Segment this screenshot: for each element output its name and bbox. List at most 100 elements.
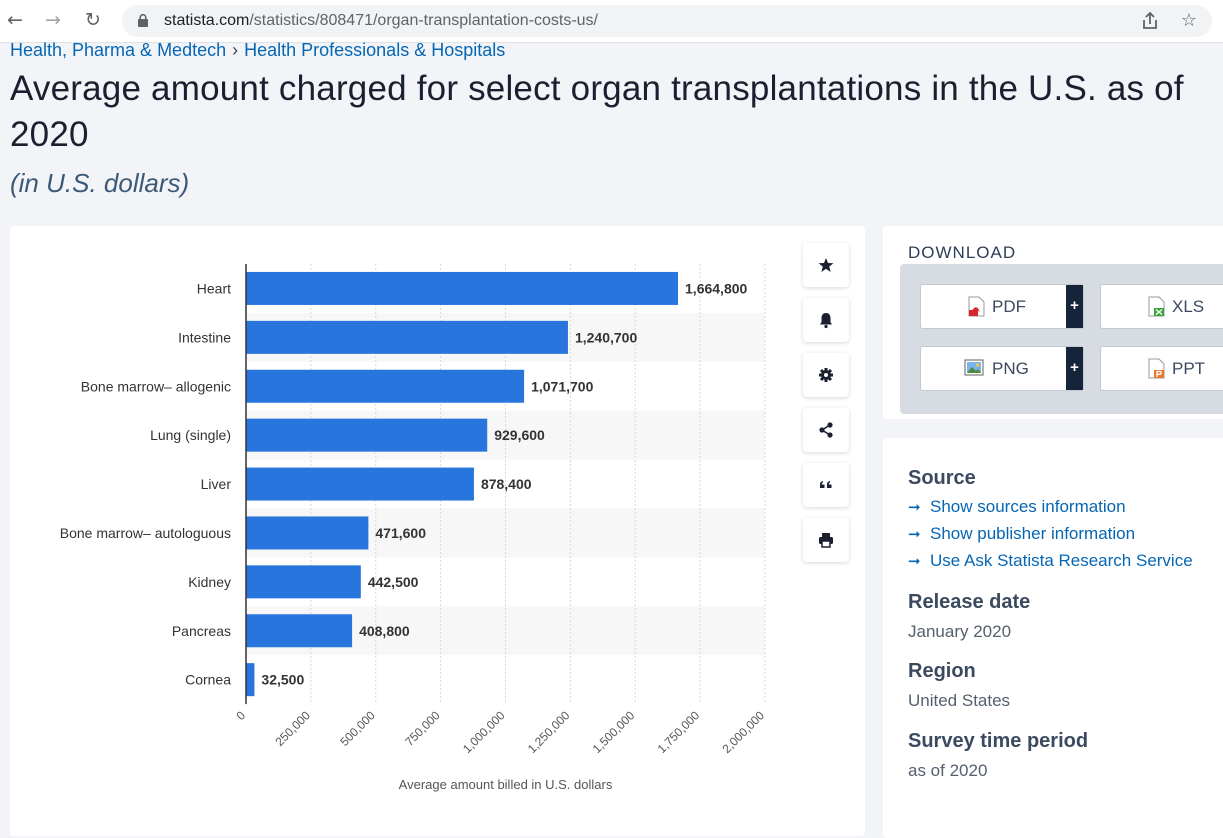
x-tick-label: 0 xyxy=(233,708,248,723)
bar xyxy=(246,467,474,501)
gear-icon xyxy=(819,368,833,382)
url-domain: statista.com xyxy=(164,12,250,29)
x-tick-label: 1,500,000 xyxy=(590,708,638,756)
bar-chart: 0 250,000 500,000 750,000 1,000,000 1,250,000… xyxy=(60,264,767,792)
value-label: 442,500 xyxy=(368,574,419,590)
survey-period-value: as of 2020 xyxy=(908,761,988,780)
print-icon xyxy=(819,533,833,548)
url-text[interactable]: statista.com/statistics/808471/organ-tra… xyxy=(164,12,598,30)
value-label: 929,600 xyxy=(494,427,545,443)
favorite-button[interactable] xyxy=(803,243,849,287)
x-tick-label: 750,000 xyxy=(402,708,443,749)
download-xls-button[interactable]: XLS xyxy=(1100,284,1223,329)
category-label: Bone marrow– allogenic xyxy=(81,378,231,394)
region-heading: Region xyxy=(908,660,976,682)
breadcrumb-item-health-professionals[interactable]: Health Professionals & Hospitals xyxy=(244,40,506,60)
show-sources-link[interactable]: ➞ Show sources information xyxy=(908,497,1126,517)
page-subtitle: (in U.S. dollars) xyxy=(10,168,190,198)
address-bar[interactable]: statista.com/statistics/808471/organ-tra… xyxy=(122,5,1212,37)
download-pdf-button[interactable]: PDF + xyxy=(920,284,1084,329)
bookmark-star-icon[interactable]: ☆ xyxy=(1180,10,1198,31)
bar xyxy=(246,418,488,452)
download-panel: PDF + XLS PNG + xyxy=(900,264,1223,414)
info-card: Source ➞ Show sources information ➞ Show p… xyxy=(883,438,1223,838)
bar xyxy=(246,663,255,697)
x-tick-label: 250,000 xyxy=(272,708,313,749)
bar xyxy=(246,320,568,354)
xls-label: XLS xyxy=(1172,297,1205,316)
bar xyxy=(246,614,353,648)
category-label: Liver xyxy=(201,476,232,492)
download-title: DOWNLOAD xyxy=(908,243,1017,262)
share-page-icon[interactable] xyxy=(1137,8,1163,34)
reload-icon[interactable]: ↻ xyxy=(85,9,101,31)
bar xyxy=(246,516,369,550)
back-arrow-icon[interactable]: ← xyxy=(7,9,23,31)
arrow-right-icon: ➞ xyxy=(908,498,921,516)
download-card: DOWNLOAD PDF + XLS xyxy=(883,226,1223,419)
png-plus-button[interactable]: + xyxy=(1066,347,1083,390)
bar xyxy=(246,369,525,403)
forward-arrow-icon[interactable]: → xyxy=(45,9,61,31)
value-label: 878,400 xyxy=(481,476,532,492)
print-button[interactable] xyxy=(803,518,849,562)
quote-icon xyxy=(820,481,832,488)
survey-period-heading: Survey time period xyxy=(908,730,1089,752)
release-date-value: January 2020 xyxy=(908,622,1012,641)
x-tick-label: 1,750,000 xyxy=(655,708,703,756)
value-label: 471,600 xyxy=(375,525,426,541)
show-sources-label: Show sources information xyxy=(930,497,1126,516)
category-label: Cornea xyxy=(185,672,231,688)
x-tick-label: 1,000,000 xyxy=(460,708,508,756)
ask-statista-link[interactable]: ➞ Use Ask Statista Research Service xyxy=(908,551,1193,571)
ppt-file-icon xyxy=(1148,358,1165,379)
download-png-button[interactable]: PNG + xyxy=(920,346,1084,391)
x-tick-label: 500,000 xyxy=(337,708,378,749)
category-label: Kidney xyxy=(188,574,231,590)
png-image-icon xyxy=(964,359,984,376)
bar xyxy=(246,271,679,305)
breadcrumb: Health, Pharma & Medtech › Health Professi… xyxy=(10,40,505,61)
value-label: 408,800 xyxy=(359,623,410,639)
category-label: Heart xyxy=(197,280,231,296)
x-tick-label: 1,250,000 xyxy=(525,708,573,756)
ppt-label: PPT xyxy=(1172,359,1206,378)
value-label: 1,240,700 xyxy=(575,329,637,345)
xls-file-icon xyxy=(1148,296,1165,317)
pdf-plus-button[interactable]: + xyxy=(1066,285,1083,328)
ask-statista-label: Use Ask Statista Research Service xyxy=(930,551,1193,570)
breadcrumb-separator: › xyxy=(232,40,239,60)
download-ppt-button[interactable]: PPT xyxy=(1100,346,1223,391)
show-publisher-link[interactable]: ➞ Show publisher information xyxy=(908,524,1135,544)
show-publisher-label: Show publisher information xyxy=(930,524,1136,543)
page-title: Average amount charged for select organ … xyxy=(10,69,1184,154)
category-label: Lung (single) xyxy=(150,427,231,443)
category-label: Bone marrow– autologuous xyxy=(60,525,231,541)
breadcrumb-item-health-pharma[interactable]: Health, Pharma & Medtech xyxy=(10,40,227,60)
share-button[interactable] xyxy=(803,408,849,452)
browser-toolbar: ← → ↻ statista.com/statistics/808471/org… xyxy=(0,0,1223,43)
bar xyxy=(246,565,361,599)
url-path: /statistics/808471/organ-transplantation… xyxy=(249,12,598,29)
pdf-file-icon xyxy=(968,296,985,317)
value-label: 1,664,800 xyxy=(685,280,747,296)
star-icon xyxy=(818,258,834,272)
share-icon xyxy=(819,422,833,438)
value-label: 32,500 xyxy=(261,672,304,688)
settings-button[interactable] xyxy=(803,353,849,397)
arrow-right-icon: ➞ xyxy=(908,525,921,543)
pdf-label: PDF xyxy=(992,297,1026,316)
release-date-heading: Release date xyxy=(908,591,1031,613)
notification-button[interactable] xyxy=(803,298,849,342)
category-label: Pancreas xyxy=(172,623,231,639)
value-label: 1,071,700 xyxy=(531,378,593,394)
cite-button[interactable] xyxy=(803,463,849,507)
chart-card: 0 250,000 500,000 750,000 1,000,000 1,250,000… xyxy=(10,226,865,836)
png-label: PNG xyxy=(992,359,1029,378)
x-tick-label: 2,000,000 xyxy=(719,708,767,756)
bell-icon xyxy=(820,313,832,329)
x-axis-title: Average amount billed in U.S. dollars xyxy=(399,777,613,792)
arrow-right-icon: ➞ xyxy=(908,552,921,570)
source-heading: Source xyxy=(908,467,976,489)
category-label: Intestine xyxy=(178,329,231,345)
